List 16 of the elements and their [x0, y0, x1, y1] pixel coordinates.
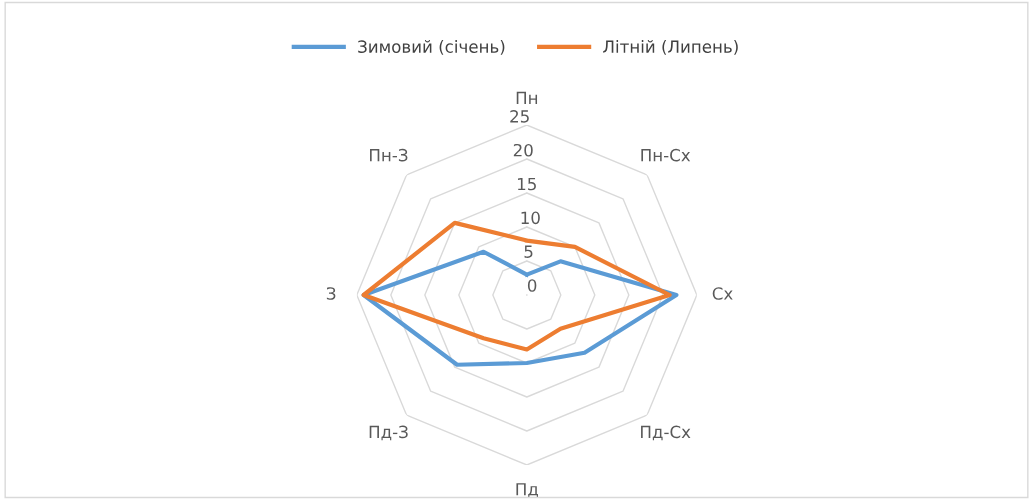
- spoke-label: Пн: [516, 91, 538, 104]
- spoke-label: Пд-З: [369, 425, 408, 441]
- y-tick-label: 10: [521, 211, 540, 225]
- spoke-label: З: [326, 287, 336, 300]
- y-tick-label: 5: [524, 245, 533, 258]
- spoke-label: Сх: [712, 287, 733, 300]
- y-tick-label: 20: [513, 143, 533, 157]
- spoke-label: Пд-Сх: [641, 425, 691, 441]
- spoke-label: Пн-З: [370, 148, 408, 162]
- y-tick-label: 25: [510, 110, 529, 123]
- y-tick-label: 15: [518, 177, 536, 191]
- legend-label: Літній (Липень): [603, 40, 738, 55]
- legend-label: Зимовий (січень): [358, 40, 505, 55]
- spoke-label: Пн-Сх: [641, 148, 691, 162]
- y-tick-label: 0: [527, 279, 537, 292]
- spoke-label: Пд: [516, 483, 538, 498]
